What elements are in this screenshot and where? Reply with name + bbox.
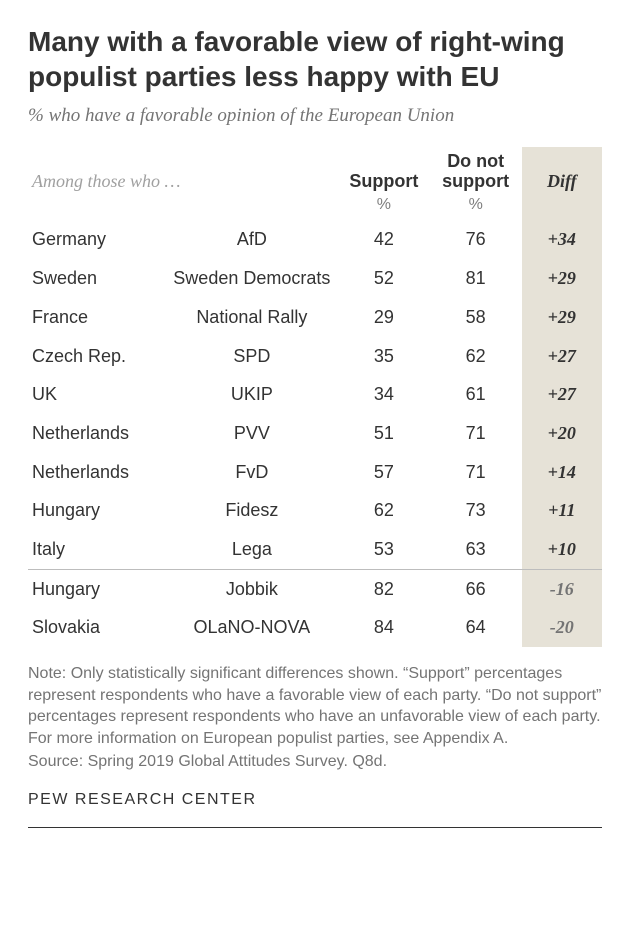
cell-country: France [28,298,166,337]
cell-party: UKIP [166,375,338,414]
cell-diff: +27 [522,337,602,376]
cell-diff: +29 [522,259,602,298]
cell-no-support: 73 [430,491,522,530]
cell-diff: +11 [522,491,602,530]
cell-diff: -16 [522,569,602,608]
header-no-support: Do not support [430,147,522,196]
cell-support: 35 [338,337,430,376]
cell-support: 34 [338,375,430,414]
cell-party: Jobbik [166,569,338,608]
table-row: NetherlandsFvD5771+14 [28,453,602,492]
cell-diff: +20 [522,414,602,453]
cell-country: Netherlands [28,414,166,453]
table-row: SlovakiaOLaNO-NOVA8464-20 [28,608,602,647]
cell-no-support: 81 [430,259,522,298]
cell-no-support: 62 [430,337,522,376]
cell-support: 82 [338,569,430,608]
table-row: HungaryFidesz6273+11 [28,491,602,530]
cell-country: Hungary [28,569,166,608]
cell-party: FvD [166,453,338,492]
cell-diff: +34 [522,220,602,259]
header-diff: Diff [522,147,602,196]
table-row: Czech Rep.SPD3562+27 [28,337,602,376]
cell-diff: +14 [522,453,602,492]
cell-diff: +10 [522,530,602,569]
cell-no-support: 76 [430,220,522,259]
cell-party: SPD [166,337,338,376]
cell-party: Sweden Democrats [166,259,338,298]
cell-country: Czech Rep. [28,337,166,376]
cell-no-support: 71 [430,453,522,492]
cell-party: Lega [166,530,338,569]
cell-support: 84 [338,608,430,647]
chart-subtitle: % who have a favorable opinion of the Eu… [28,104,602,129]
table-row: FranceNational Rally2958+29 [28,298,602,337]
table-row: UKUKIP3461+27 [28,375,602,414]
pct-label-support: % [338,196,430,220]
chart-title: Many with a favorable view of right-wing… [28,24,602,94]
table-row: NetherlandsPVV5171+20 [28,414,602,453]
cell-support: 53 [338,530,430,569]
cell-country: Netherlands [28,453,166,492]
cell-no-support: 66 [430,569,522,608]
cell-country: UK [28,375,166,414]
cell-party: National Rally [166,298,338,337]
cell-party: PVV [166,414,338,453]
cell-diff: +29 [522,298,602,337]
pct-label-nosupport: % [430,196,522,220]
cell-country: Italy [28,530,166,569]
cell-support: 62 [338,491,430,530]
source-line: Source: Spring 2019 Global Attitudes Sur… [28,753,602,771]
table-row: ItalyLega5363+10 [28,530,602,569]
cell-no-support: 71 [430,414,522,453]
table-row: HungaryJobbik8266-16 [28,569,602,608]
cell-diff: -20 [522,608,602,647]
table-row: SwedenSweden Democrats5281+29 [28,259,602,298]
footnote: Note: Only statistically significant dif… [28,663,602,749]
table-row: GermanyAfD4276+34 [28,220,602,259]
data-table: Among those who … Support Do not support… [28,147,602,647]
cell-party: OLaNO-NOVA [166,608,338,647]
cell-party: Fidesz [166,491,338,530]
cell-no-support: 64 [430,608,522,647]
cell-country: Sweden [28,259,166,298]
cell-party: AfD [166,220,338,259]
cell-country: Germany [28,220,166,259]
cell-no-support: 63 [430,530,522,569]
cell-support: 29 [338,298,430,337]
header-among: Among those who … [28,147,338,196]
header-support: Support [338,147,430,196]
cell-diff: +27 [522,375,602,414]
cell-no-support: 61 [430,375,522,414]
cell-country: Hungary [28,491,166,530]
cell-support: 57 [338,453,430,492]
brand-attribution: PEW RESEARCH CENTER [28,791,602,828]
cell-support: 51 [338,414,430,453]
cell-support: 42 [338,220,430,259]
cell-support: 52 [338,259,430,298]
cell-no-support: 58 [430,298,522,337]
cell-country: Slovakia [28,608,166,647]
